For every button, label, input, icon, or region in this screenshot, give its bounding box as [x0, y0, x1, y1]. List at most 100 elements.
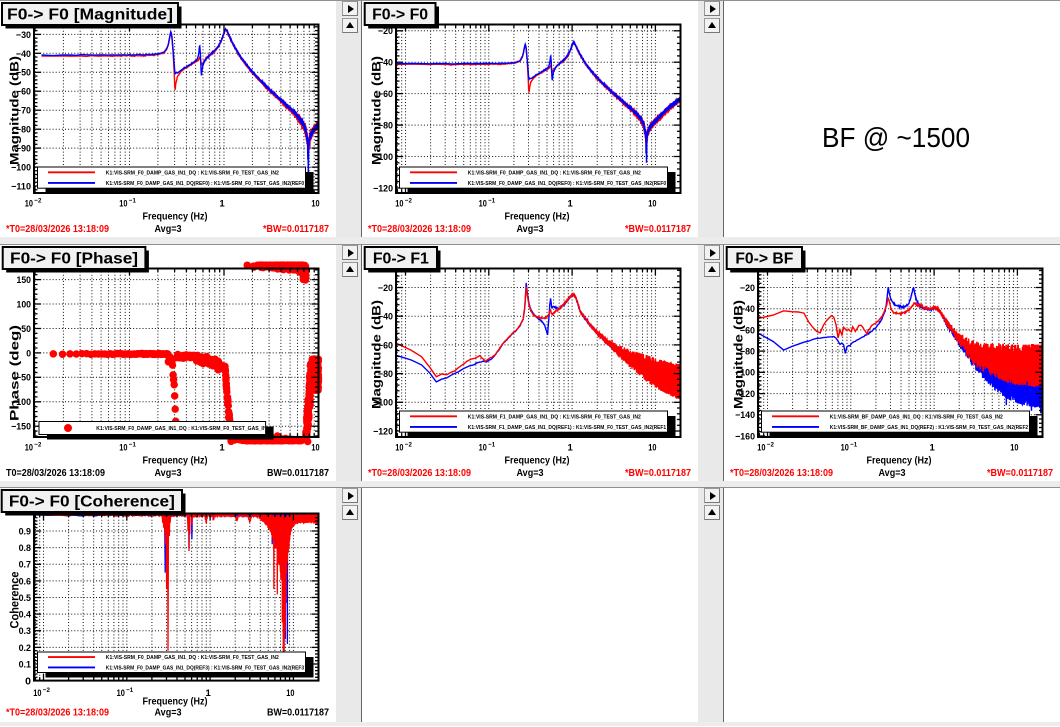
svg-text:10: 10: [311, 198, 319, 209]
svg-text:K1:VIS-SRM_F0_DAMP_GAS_IN1_DQ: K1:VIS-SRM_F0_DAMP_GAS_IN1_DQ : K1:VIS-S…: [106, 655, 279, 661]
svg-text:*T0=28/03/2026 13:18:09: *T0=28/03/2026 13:18:09: [6, 708, 109, 719]
svg-text:−100: −100: [11, 162, 31, 173]
svg-text:*BW=0.0117187: *BW=0.0117187: [625, 224, 691, 235]
svg-text:F0-> F0 [Phase]: F0-> F0 [Phase]: [10, 250, 138, 267]
svg-text:Magnitude (dB): Magnitude (dB): [370, 300, 384, 409]
svg-text:−60: −60: [740, 325, 755, 336]
svg-text:K1:VIS-SRM_F0_DAMP_GAS_IN1_DQ: K1:VIS-SRM_F0_DAMP_GAS_IN1_DQ : K1:VIS-S…: [468, 170, 641, 176]
svg-text:F0-> F1: F0-> F1: [373, 250, 429, 267]
svg-text:1: 1: [219, 442, 225, 453]
svg-text:K1:VIS-SRM_BF_DAMP_GAS_IN1_DQ: K1:VIS-SRM_BF_DAMP_GAS_IN1_DQ : K1:VIS-S…: [830, 414, 1003, 420]
svg-text:*BW=0.0117187: *BW=0.0117187: [625, 468, 691, 479]
svg-text:−80: −80: [378, 120, 393, 131]
svg-text:50: 50: [21, 324, 31, 335]
svg-text:Frequency (Hz): Frequency (Hz): [143, 456, 208, 467]
svg-text:10: 10: [395, 198, 403, 209]
svg-text:0.1: 0.1: [19, 659, 32, 670]
svg-text:−50: −50: [16, 373, 31, 384]
svg-text:*T0=28/03/2026 13:18:09: *T0=28/03/2026 13:18:09: [368, 224, 471, 235]
svg-text:BW=0.0117187: BW=0.0117187: [267, 708, 329, 719]
svg-text:Avg=3: Avg=3: [155, 224, 182, 235]
svg-text:10: 10: [1010, 442, 1018, 453]
svg-text:F0-> F0: F0-> F0: [372, 6, 428, 23]
svg-text:−30: −30: [16, 30, 31, 41]
svg-text:10: 10: [648, 198, 656, 209]
svg-text:−2: −2: [405, 197, 412, 204]
svg-text:Coherence: Coherence: [10, 572, 22, 629]
svg-text:1: 1: [929, 442, 935, 453]
svg-text:10: 10: [311, 442, 319, 453]
svg-text:*T0=28/03/2026 13:18:09: *T0=28/03/2026 13:18:09: [368, 468, 471, 479]
svg-text:10: 10: [33, 688, 41, 699]
svg-text:Frequency (Hz): Frequency (Hz): [143, 212, 208, 223]
svg-text:Phase (deg): Phase (deg): [8, 325, 22, 421]
svg-text:F0-> F0 [Magnitude]: F0-> F0 [Magnitude]: [7, 6, 173, 23]
svg-text:−50: −50: [16, 68, 31, 79]
svg-text:10: 10: [119, 198, 127, 209]
svg-text:−80: −80: [378, 369, 393, 380]
svg-text:K1:VIS-SRM_F0_DAMP_GAS_IN1_DQ: K1:VIS-SRM_F0_DAMP_GAS_IN1_DQ : K1:VIS-S…: [96, 426, 269, 432]
svg-text:10: 10: [479, 442, 487, 453]
svg-text:−20: −20: [740, 283, 755, 294]
svg-text:−2: −2: [43, 687, 50, 694]
svg-text:0.7: 0.7: [19, 560, 31, 571]
svg-text:−120: −120: [735, 389, 755, 400]
svg-text:1: 1: [567, 198, 573, 209]
svg-text:−80: −80: [16, 125, 31, 136]
svg-text:Frequency (Hz): Frequency (Hz): [143, 697, 208, 708]
svg-text:*T0=28/03/2026 13:18:09: *T0=28/03/2026 13:18:09: [730, 468, 833, 479]
svg-text:−1: −1: [850, 441, 857, 448]
svg-text:BF @ ~1500: BF @ ~1500: [822, 122, 970, 153]
svg-text:−60: −60: [378, 89, 393, 100]
svg-text:−40: −40: [378, 312, 393, 323]
svg-text:−1: −1: [488, 197, 495, 204]
svg-text:Magnitude (dB): Magnitude (dB): [370, 56, 384, 165]
svg-text:−1: −1: [129, 441, 136, 448]
svg-text:Avg=3: Avg=3: [155, 708, 182, 719]
svg-text:−60: −60: [378, 340, 393, 351]
svg-text:0.9: 0.9: [19, 526, 31, 537]
svg-text:−2: −2: [405, 441, 412, 448]
svg-text:0.5: 0.5: [19, 593, 32, 604]
svg-text:F0-> BF: F0-> BF: [735, 250, 793, 267]
svg-text:−100: −100: [373, 398, 393, 409]
svg-text:10: 10: [757, 442, 765, 453]
svg-text:Frequency (Hz): Frequency (Hz): [505, 456, 570, 467]
svg-text:K1:VIS-SRM_BF_DAMP_GAS_IN1_DQ(: K1:VIS-SRM_BF_DAMP_GAS_IN1_DQ(REF2) : K1…: [830, 425, 1030, 431]
svg-text:10: 10: [286, 688, 294, 699]
svg-text:1: 1: [567, 442, 573, 453]
svg-text:−100: −100: [735, 368, 755, 379]
svg-text:K1:VIS-SRM_F1_DAMP_GAS_IN1_DQ(: K1:VIS-SRM_F1_DAMP_GAS_IN1_DQ(REF1) : K1…: [468, 425, 668, 431]
svg-text:0: 0: [26, 348, 31, 359]
svg-text:Frequency (Hz): Frequency (Hz): [505, 212, 570, 223]
svg-text:K1:VIS-SRM_F1_DAMP_GAS_IN1_DQ: K1:VIS-SRM_F1_DAMP_GAS_IN1_DQ : K1:VIS-S…: [468, 414, 641, 420]
svg-text:F0-> F0 [Coherence]: F0-> F0 [Coherence]: [9, 493, 175, 510]
svg-text:−40: −40: [378, 58, 393, 69]
svg-text:0.3: 0.3: [19, 626, 31, 637]
svg-text:*BW=0.0117187: *BW=0.0117187: [263, 224, 329, 235]
svg-text:0.6: 0.6: [19, 576, 31, 587]
svg-text:−1: −1: [126, 687, 133, 694]
svg-text:Magnitude (dB): Magnitude (dB): [732, 300, 746, 409]
svg-text:−2: −2: [34, 441, 41, 448]
svg-text:10: 10: [117, 688, 125, 699]
svg-text:−110: −110: [11, 181, 31, 192]
svg-text:1: 1: [219, 198, 225, 209]
svg-text:10: 10: [841, 442, 849, 453]
svg-text:K1:VIS-SRM_F0_DAMP_GAS_IN1_DQ: K1:VIS-SRM_F0_DAMP_GAS_IN1_DQ : K1:VIS-S…: [106, 170, 279, 176]
svg-text:*BW=0.0117187: *BW=0.0117187: [987, 468, 1053, 479]
svg-text:T0=28/03/2026 13:18:09: T0=28/03/2026 13:18:09: [6, 468, 105, 479]
svg-text:−100: −100: [11, 397, 31, 408]
svg-text:Avg=3: Avg=3: [517, 468, 544, 479]
svg-text:10: 10: [648, 442, 656, 453]
svg-text:−160: −160: [735, 431, 755, 442]
svg-text:K1:VIS-SRM_F0_DAMP_GAS_IN1_DQ(: K1:VIS-SRM_F0_DAMP_GAS_IN1_DQ(REF0) : K1…: [106, 181, 306, 187]
svg-text:*T0=28/03/2026 13:18:09: *T0=28/03/2026 13:18:09: [6, 224, 109, 235]
svg-text:10: 10: [25, 198, 33, 209]
svg-text:−40: −40: [740, 304, 755, 315]
svg-text:Magnitude (dB): Magnitude (dB): [8, 56, 22, 165]
svg-text:1: 1: [205, 688, 211, 699]
svg-text:−100: −100: [373, 152, 393, 163]
svg-text:−1: −1: [488, 441, 495, 448]
svg-text:−90: −90: [16, 144, 31, 155]
